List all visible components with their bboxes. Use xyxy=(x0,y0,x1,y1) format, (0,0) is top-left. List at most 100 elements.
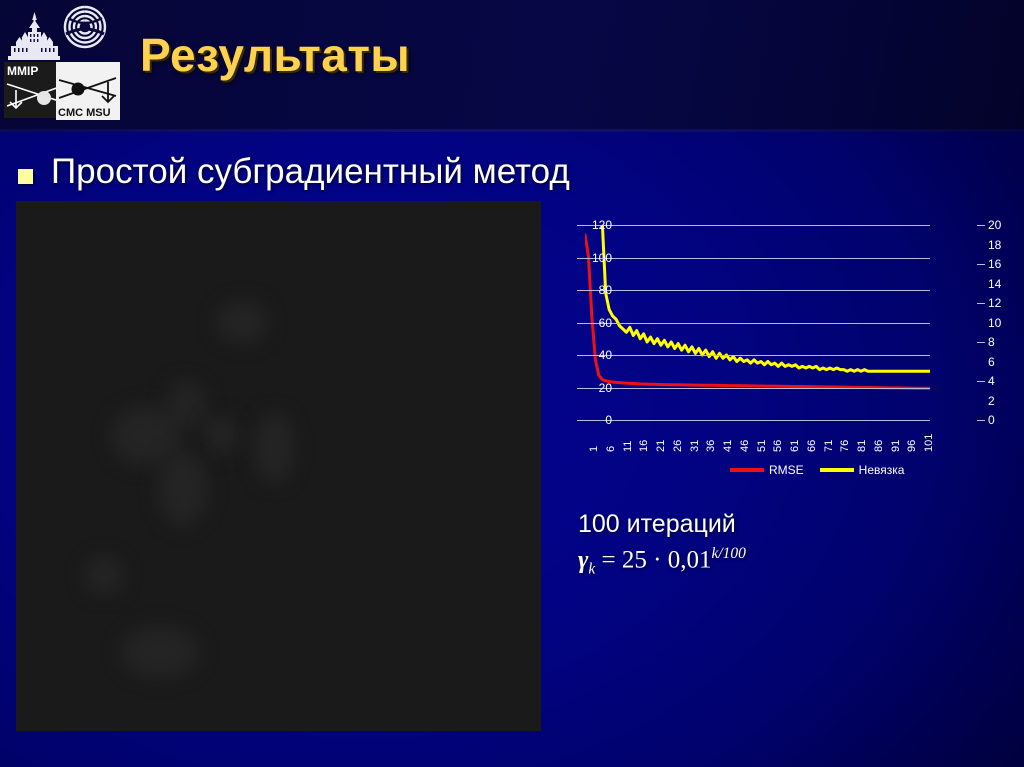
chart-legend: RMSE Невязка xyxy=(730,463,904,477)
image-blob xyxy=(204,416,238,454)
bullet-square-icon xyxy=(18,168,33,184)
chart-ytick-stub-right xyxy=(977,303,985,304)
chart-ytick-left: 100 xyxy=(591,250,612,265)
msu-tower-icon xyxy=(8,12,60,60)
logo-block: MMIP CMC MSU xyxy=(0,0,130,122)
chart-xtick: 91 xyxy=(889,439,902,452)
chart-ytick-right: 2 xyxy=(988,393,995,408)
bullet-row: Простой субградиентный метод xyxy=(18,152,570,192)
formula-exponent: k/100 xyxy=(711,545,746,562)
chart-gridline xyxy=(585,420,930,421)
legend-item-rmse: RMSE xyxy=(730,463,804,477)
chart-xtick: 1 xyxy=(588,445,600,452)
image-blob xyxy=(84,556,124,594)
chart-ytick-stub-right xyxy=(977,381,985,382)
formula-subscript: k xyxy=(588,560,596,578)
chart-ytick-stub-left xyxy=(577,322,585,324)
chart-ytick-left: 120 xyxy=(591,218,612,232)
cmc-msu-label: CMC MSU xyxy=(58,107,111,119)
chart-xtick: 16 xyxy=(638,439,651,452)
caption-formula: γk = 25 · 0,01k/100 xyxy=(578,545,746,578)
chart-xtick: 66 xyxy=(805,439,818,452)
chart-ytick-left: 0 xyxy=(605,413,612,427)
chart-xtick: 71 xyxy=(822,439,835,452)
chart-ytick-right: 8 xyxy=(988,335,995,349)
caption-iterations: 100 итераций xyxy=(578,510,736,538)
chart-x-axis: 1 6 11 16 21 26 31 36 41 46 51 56 61 66 71 76 81 86 91 96 10… xyxy=(585,422,935,456)
chart-ytick-stub-right xyxy=(977,342,985,343)
convergence-chart: 1 6 11 16 21 26 31 36 41 46 51 56 61 66 71 76 81 86 91 96 10… xyxy=(540,218,1010,477)
slide-header-band xyxy=(0,0,1024,131)
chart-gridline xyxy=(585,387,930,389)
legend-item-nevyazka: Невязка xyxy=(819,463,905,477)
chart-gridline xyxy=(585,257,930,259)
chart-plot-area xyxy=(585,225,930,421)
chart-xtick: 6 xyxy=(604,445,617,452)
chart-xtick: 81 xyxy=(856,439,868,452)
chart-ytick-left: 20 xyxy=(598,380,612,395)
chart-ytick-right: 10 xyxy=(988,315,1002,330)
chart-xtick: 31 xyxy=(688,439,701,452)
chart-xtick: 21 xyxy=(655,439,667,452)
chart-xtick: 96 xyxy=(906,439,919,452)
chart-series-nevyazka xyxy=(600,225,930,373)
chart-ytick-right: 0 xyxy=(988,413,995,427)
formula-equation: = 25 · 0,01 xyxy=(595,546,712,574)
mmip-logo: MMIP xyxy=(4,62,66,118)
chart-xtick: 101 xyxy=(923,433,935,452)
chart-ytick-stub-left xyxy=(577,257,585,259)
legend-label-rmse: RMSE xyxy=(769,463,804,477)
chart-xtick: 41 xyxy=(722,439,734,452)
chart-xtick: 36 xyxy=(705,439,718,452)
page-title: Результаты xyxy=(140,29,411,81)
chart-gridline xyxy=(585,322,930,324)
chart-gridline xyxy=(585,290,930,291)
chart-gridline xyxy=(585,225,930,226)
image-blob xyxy=(216,301,268,343)
chart-ytick-right: 6 xyxy=(988,354,995,369)
mmip-logo-icon: MMIP xyxy=(4,62,66,118)
cmc-msu-logo: CMC MSU xyxy=(56,62,120,120)
chart-ytick-stub-left xyxy=(577,355,585,356)
image-blob xyxy=(254,413,294,483)
chart-ytick-right: 4 xyxy=(988,374,995,388)
chart-ytick-stub-left xyxy=(577,420,585,421)
chart-xtick: 51 xyxy=(755,439,768,452)
chart-ytick-right: 14 xyxy=(988,276,1002,291)
chart-ytick-stub-left xyxy=(577,387,585,389)
chart-ytick-left: 40 xyxy=(598,348,612,362)
formula-gamma: γ xyxy=(578,546,589,574)
chart-ytick-right: 12 xyxy=(988,296,1002,310)
chart-ytick-stub-right xyxy=(977,264,985,265)
chart-xtick: 11 xyxy=(621,440,634,452)
image-blob xyxy=(121,626,199,678)
chart-caption: 100 итераций γk = 25 · 0,01k/100 xyxy=(578,510,746,578)
chart-ytick-right: 16 xyxy=(988,257,1002,271)
chart-gridline xyxy=(585,355,930,356)
chart-ytick-right: 20 xyxy=(988,218,1002,232)
chart-ytick-stub-left xyxy=(577,225,585,226)
legend-swatch-nevyazka xyxy=(819,468,854,472)
chart-ytick-left: 60 xyxy=(598,315,612,330)
chart-xtick: 86 xyxy=(872,439,885,452)
mmip-label: MMIP xyxy=(7,64,38,78)
chart-xtick: 26 xyxy=(671,439,684,452)
chart-xtick: 61 xyxy=(789,439,801,452)
chart-ytick-stub-left xyxy=(577,290,585,291)
bullet-text: Простой субградиентный метод xyxy=(51,152,570,191)
header-divider xyxy=(0,129,1024,132)
spiral-logo-icon xyxy=(63,5,107,49)
chart-xtick: 76 xyxy=(839,439,852,452)
cmc-msu-logo-icon: CMC MSU xyxy=(56,62,120,120)
legend-label-nevyazka: Невязка xyxy=(858,463,905,477)
chart-ytick-left: 80 xyxy=(598,283,612,297)
chart-ytick-stub-right xyxy=(977,420,985,421)
chart-ytick-stub-right xyxy=(977,225,985,226)
image-blob xyxy=(158,451,208,526)
result-image-panel xyxy=(16,201,541,731)
chart-ytick-right: 18 xyxy=(988,237,1002,252)
legend-swatch-rmse xyxy=(730,468,764,472)
chart-xtick: 46 xyxy=(738,439,751,452)
chart-xtick: 56 xyxy=(772,439,785,452)
